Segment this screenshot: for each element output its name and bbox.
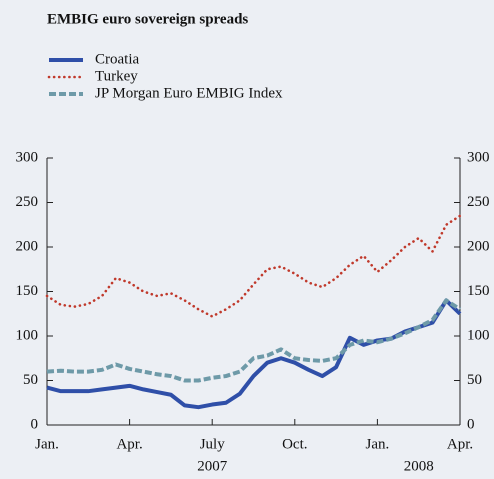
series-line <box>46 298 462 383</box>
y2-tick-label: 300 <box>467 149 490 165</box>
y-tick-label: 300 <box>16 149 39 165</box>
x-tick-label: July <box>200 436 226 452</box>
y-tick-label: 150 <box>16 283 39 299</box>
y-tick-label: 100 <box>16 327 39 343</box>
x-tick-label: Apr. <box>116 436 142 452</box>
y2-tick-label: 50 <box>467 372 482 388</box>
x-tick-label: Oct. <box>282 436 307 452</box>
x-tick-label: Jan. <box>366 436 390 452</box>
legend-label: Turkey <box>95 68 138 84</box>
y-tick-label: 50 <box>23 372 38 388</box>
y-tick-label: 250 <box>16 194 39 210</box>
y-tick-label: 200 <box>16 238 39 254</box>
chart-title: EMBIG euro sovereign spreads <box>47 11 248 27</box>
y2-tick-label: 150 <box>467 283 490 299</box>
x-tick-label: Apr. <box>447 436 473 452</box>
year-label: 2007 <box>197 458 228 474</box>
legend-label: Croatia <box>95 51 139 67</box>
year-label: 2008 <box>404 458 434 474</box>
y2-tick-label: 0 <box>467 416 475 432</box>
y2-tick-label: 100 <box>467 327 490 343</box>
y2-tick-label: 250 <box>467 194 490 210</box>
x-tick-label: Jan. <box>35 436 59 452</box>
legend-label: JP Morgan Euro EMBIG Index <box>95 85 283 101</box>
series-line <box>45 214 462 318</box>
y-tick-label: 0 <box>31 416 39 432</box>
y2-tick-label: 200 <box>467 238 490 254</box>
